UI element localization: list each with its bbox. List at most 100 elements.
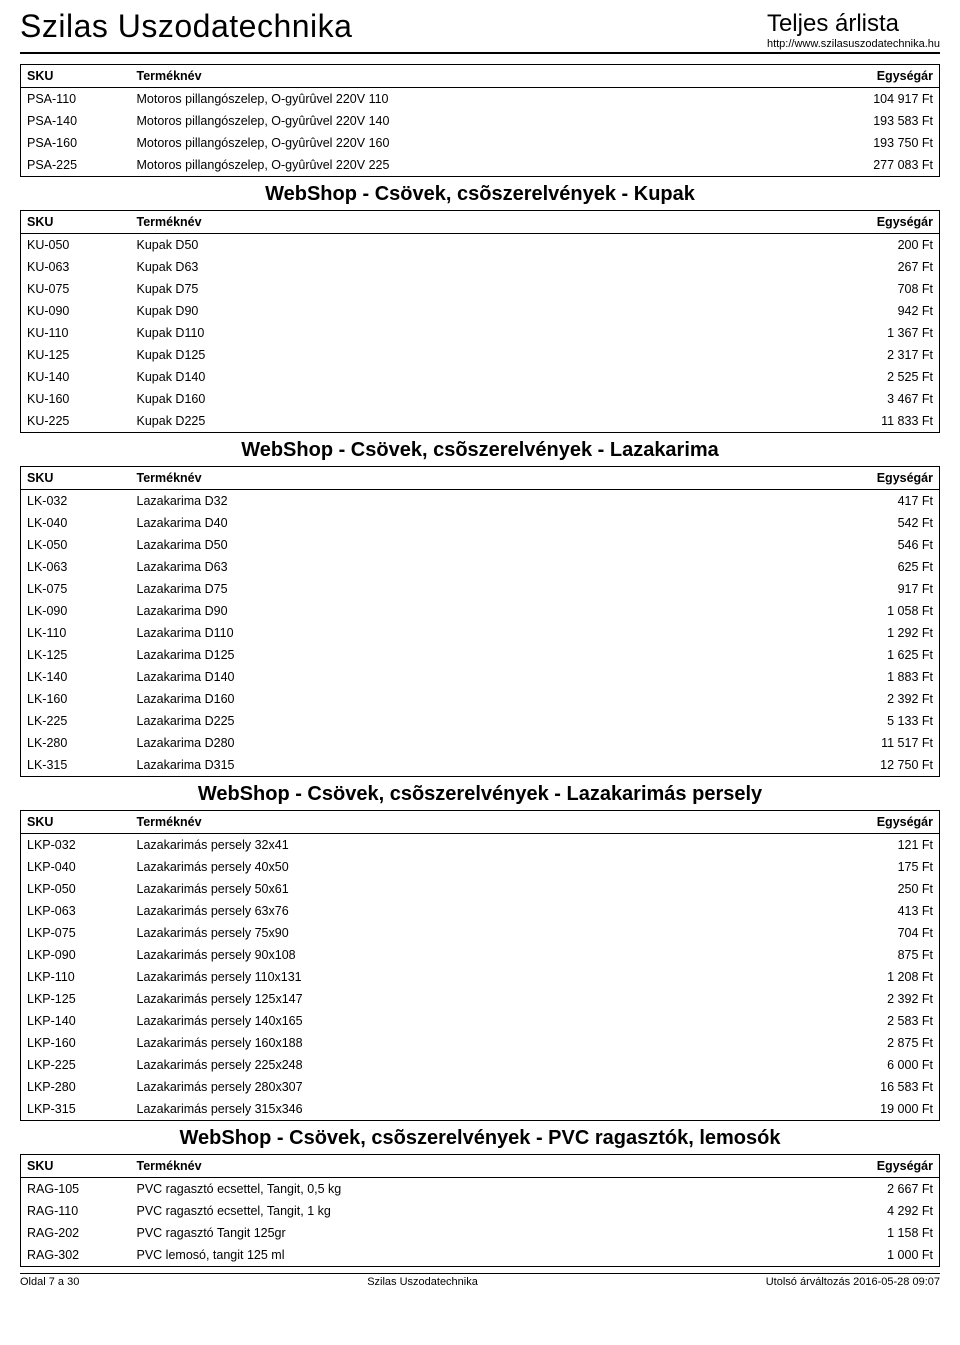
cell-sku: LK-032 <box>21 490 131 513</box>
cell-name: Lazakarima D90 <box>131 600 830 622</box>
cell-name: Lazakarima D125 <box>131 644 830 666</box>
table-row: LKP-032Lazakarimás persely 32x41121 Ft <box>21 834 940 857</box>
cell-name: Motoros pillangószelep, O-gyûrûvel 220V … <box>131 132 830 154</box>
cell-price: 121 Ft <box>830 834 940 857</box>
table-row: LK-140Lazakarima D1401 883 Ft <box>21 666 940 688</box>
column-header-name: Terméknév <box>131 1155 830 1178</box>
column-header-name: Terméknév <box>131 467 830 490</box>
cell-price: 193 583 Ft <box>830 110 940 132</box>
table-row: LK-280Lazakarima D28011 517 Ft <box>21 732 940 754</box>
table-row: KU-140Kupak D1402 525 Ft <box>21 366 940 388</box>
cell-name: Kupak D160 <box>131 388 830 410</box>
cell-name: PVC ragasztó ecsettel, Tangit, 1 kg <box>131 1200 830 1222</box>
cell-price: 704 Ft <box>830 922 940 944</box>
cell-name: PVC lemosó, tangit 125 ml <box>131 1244 830 1267</box>
cell-sku: LK-040 <box>21 512 131 534</box>
table-row: PSA-160Motoros pillangószelep, O-gyûrûve… <box>21 132 940 154</box>
cell-sku: LK-090 <box>21 600 131 622</box>
column-header-price: Egységár <box>830 1155 940 1178</box>
table-row: KU-063Kupak D63267 Ft <box>21 256 940 278</box>
table-header-row: SKUTerméknévEgységár <box>21 65 940 88</box>
footer-last-updated: Utolsó árváltozás 2016-05-28 09:07 <box>766 1276 940 1288</box>
cell-sku: LK-160 <box>21 688 131 710</box>
section-title: WebShop - Csövek, csõszerelvények - PVC … <box>20 1127 940 1150</box>
table-row: LKP-125Lazakarimás persely 125x1472 392 … <box>21 988 940 1010</box>
table-row: LKP-160Lazakarimás persely 160x1882 875 … <box>21 1032 940 1054</box>
cell-sku: LK-280 <box>21 732 131 754</box>
page-header: Szilas Uszodatechnika Teljes árlista htt… <box>20 8 940 54</box>
cell-name: Lazakarimás persely 225x248 <box>131 1054 830 1076</box>
cell-price: 2 392 Ft <box>830 988 940 1010</box>
cell-sku: LKP-140 <box>21 1010 131 1032</box>
cell-price: 1 367 Ft <box>830 322 940 344</box>
cell-sku: LKP-090 <box>21 944 131 966</box>
price-section: WebShop - Csövek, csõszerelvények - Kupa… <box>20 183 940 433</box>
price-table: SKUTerméknévEgységárRAG-105PVC ragasztó … <box>20 1154 940 1267</box>
cell-name: Lazakarima D140 <box>131 666 830 688</box>
cell-name: Motoros pillangószelep, O-gyûrûvel 220V … <box>131 110 830 132</box>
cell-name: Lazakarimás persely 90x108 <box>131 944 830 966</box>
cell-name: Lazakarimás persely 50x61 <box>131 878 830 900</box>
table-row: LKP-110Lazakarimás persely 110x1311 208 … <box>21 966 940 988</box>
cell-sku: LK-075 <box>21 578 131 600</box>
cell-name: Lazakarima D315 <box>131 754 830 777</box>
cell-price: 1 292 Ft <box>830 622 940 644</box>
table-row: PSA-110Motoros pillangószelep, O-gyûrûve… <box>21 88 940 111</box>
document-url: http://www.szilasuszodatechnika.hu <box>767 38 940 50</box>
cell-name: Lazakarima D50 <box>131 534 830 556</box>
cell-sku: RAG-302 <box>21 1244 131 1267</box>
cell-price: 2 583 Ft <box>830 1010 940 1032</box>
cell-sku: LK-050 <box>21 534 131 556</box>
price-table: SKUTerméknévEgységárPSA-110Motoros pilla… <box>20 64 940 177</box>
cell-sku: LK-315 <box>21 754 131 777</box>
cell-sku: PSA-110 <box>21 88 131 111</box>
cell-sku: LKP-225 <box>21 1054 131 1076</box>
cell-sku: KU-125 <box>21 344 131 366</box>
page-footer: Oldal 7 a 30 Szilas Uszodatechnika Utols… <box>20 1273 940 1288</box>
cell-name: Lazakarima D280 <box>131 732 830 754</box>
column-header-sku: SKU <box>21 467 131 490</box>
cell-name: Kupak D125 <box>131 344 830 366</box>
cell-price: 193 750 Ft <box>830 132 940 154</box>
cell-price: 267 Ft <box>830 256 940 278</box>
cell-sku: KU-063 <box>21 256 131 278</box>
cell-name: Motoros pillangószelep, O-gyûrûvel 220V … <box>131 88 830 111</box>
cell-price: 2 875 Ft <box>830 1032 940 1054</box>
price-table: SKUTerméknévEgységárLKP-032Lazakarimás p… <box>20 810 940 1121</box>
cell-name: Kupak D63 <box>131 256 830 278</box>
section-title: WebShop - Csövek, csõszerelvények - Laza… <box>20 783 940 806</box>
table-header-row: SKUTerméknévEgységár <box>21 467 940 490</box>
footer-company: Szilas Uszodatechnika <box>367 1276 478 1288</box>
cell-name: Lazakarima D110 <box>131 622 830 644</box>
table-row: LK-225Lazakarima D2255 133 Ft <box>21 710 940 732</box>
cell-name: Lazakarimás persely 75x90 <box>131 922 830 944</box>
cell-price: 104 917 Ft <box>830 88 940 111</box>
cell-sku: KU-110 <box>21 322 131 344</box>
table-row: LKP-280Lazakarimás persely 280x30716 583… <box>21 1076 940 1098</box>
cell-price: 2 525 Ft <box>830 366 940 388</box>
cell-price: 250 Ft <box>830 878 940 900</box>
column-header-sku: SKU <box>21 65 131 88</box>
price-section: WebShop - Csövek, csõszerelvények - Laza… <box>20 783 940 1121</box>
table-row: KU-160Kupak D1603 467 Ft <box>21 388 940 410</box>
cell-name: Kupak D225 <box>131 410 830 433</box>
cell-name: Lazakarima D75 <box>131 578 830 600</box>
cell-sku: LK-110 <box>21 622 131 644</box>
table-row: KU-050Kupak D50200 Ft <box>21 234 940 257</box>
cell-sku: LKP-160 <box>21 1032 131 1054</box>
column-header-name: Terméknév <box>131 811 830 834</box>
column-header-price: Egységár <box>830 65 940 88</box>
cell-sku: LKP-075 <box>21 922 131 944</box>
section-title: WebShop - Csövek, csõszerelvények - Laza… <box>20 439 940 462</box>
cell-price: 2 667 Ft <box>830 1178 940 1201</box>
cell-sku: LKP-050 <box>21 878 131 900</box>
cell-name: PVC ragasztó Tangit 125gr <box>131 1222 830 1244</box>
table-row: LK-090Lazakarima D901 058 Ft <box>21 600 940 622</box>
cell-name: Lazakarima D225 <box>131 710 830 732</box>
cell-sku: LK-063 <box>21 556 131 578</box>
column-header-sku: SKU <box>21 811 131 834</box>
column-header-sku: SKU <box>21 211 131 234</box>
cell-price: 708 Ft <box>830 278 940 300</box>
table-row: LK-125Lazakarima D1251 625 Ft <box>21 644 940 666</box>
cell-sku: KU-090 <box>21 300 131 322</box>
